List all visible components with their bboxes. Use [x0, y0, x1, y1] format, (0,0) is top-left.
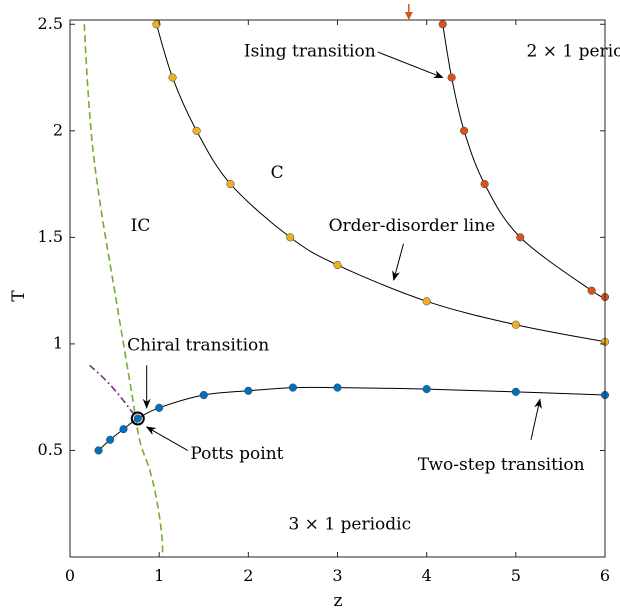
x-tick-label-3: 3 — [332, 566, 342, 585]
region-label-p3: 3 × 1 periodic — [288, 515, 411, 535]
x-tick-label-0: 0 — [65, 566, 75, 585]
x-axis-label: z — [334, 591, 343, 610]
x-tick-label-4: 4 — [422, 566, 432, 585]
data-point-two_step-5 — [199, 390, 208, 400]
y-axis-label: T — [9, 290, 29, 302]
data-point-order_disorder-2 — [192, 126, 201, 135]
annotation-label-ising: Ising transition — [244, 41, 376, 61]
annotation-label-twostep: Two-step transition — [418, 455, 585, 475]
potts-point-marker — [130, 411, 145, 426]
data-point-ising-0 — [438, 20, 447, 29]
plot-area — [70, 20, 605, 557]
data-point-two_step-3 — [133, 414, 142, 423]
annotation-label-potts: Potts point — [190, 444, 283, 464]
y-tick-label-0: 0.5 — [38, 440, 63, 459]
data-point-ising-3 — [480, 180, 489, 189]
data-point-two_step-10 — [511, 387, 520, 396]
data-point-order_disorder-1 — [168, 73, 177, 82]
annotation-arrow-od — [392, 243, 404, 281]
data-point-ising-1 — [447, 73, 456, 82]
series-line-order_disorder — [156, 24, 606, 343]
data-point-two_step-0 — [94, 446, 103, 455]
data-point-two_step-8 — [333, 383, 342, 392]
data-point-order_disorder-4 — [286, 233, 295, 242]
region-label-ic: IC — [131, 216, 151, 236]
data-point-order_disorder-5 — [333, 261, 342, 270]
region-label-c: C — [271, 163, 284, 183]
x-tick-label-6: 6 — [600, 566, 610, 585]
data-point-two_step-4 — [155, 403, 164, 412]
y-tick-label-3: 2 — [53, 120, 63, 139]
data-point-order_disorder-7 — [511, 320, 520, 329]
data-point-ising-4 — [516, 233, 525, 242]
annotation-label-od: Order-disorder line — [329, 216, 496, 236]
y-tick-label-2: 1.5 — [38, 227, 63, 246]
data-point-two_step-9 — [422, 385, 431, 394]
region-layer: IC C 2 × 1 periodic 3 × 1 periodic — [131, 41, 620, 534]
data-point-ising-2 — [460, 126, 469, 135]
y-tick-label-1: 1 — [53, 333, 63, 352]
annotation-layer: Ising transition Order-disorder line Chira… — [127, 4, 585, 475]
y-ticks: 0.5 1 1.5 2 2.5 — [38, 14, 605, 459]
x-tick-label-5: 5 — [511, 566, 521, 585]
x-ticks: 0 1 2 3 4 5 6 — [65, 20, 610, 585]
top-arrow-head — [404, 12, 413, 20]
annotation-arrow-ising — [377, 51, 444, 79]
data-point-order_disorder-3 — [226, 180, 235, 189]
annotation-arrow-twostep — [530, 398, 542, 440]
data-point-order_disorder-6 — [422, 297, 431, 306]
data-point-two_step-2 — [119, 425, 128, 434]
data-point-ising-5 — [587, 286, 596, 295]
data-point-two_step-6 — [244, 386, 253, 395]
x-tick-label-2: 2 — [243, 566, 253, 585]
data-point-two_step-1 — [106, 435, 115, 444]
marker-layer — [94, 20, 610, 455]
y-tick-label-4: 2.5 — [38, 14, 63, 33]
data-point-two_step-7 — [288, 383, 297, 392]
region-label-p2: 2 × 1 periodic — [527, 41, 620, 61]
series-line-ic_boundary — [83, 24, 164, 558]
annotation-label-chiral: Chiral transition — [127, 336, 269, 356]
x-tick-label-1: 1 — [154, 566, 164, 585]
annotation-arrow-potts — [145, 426, 188, 451]
